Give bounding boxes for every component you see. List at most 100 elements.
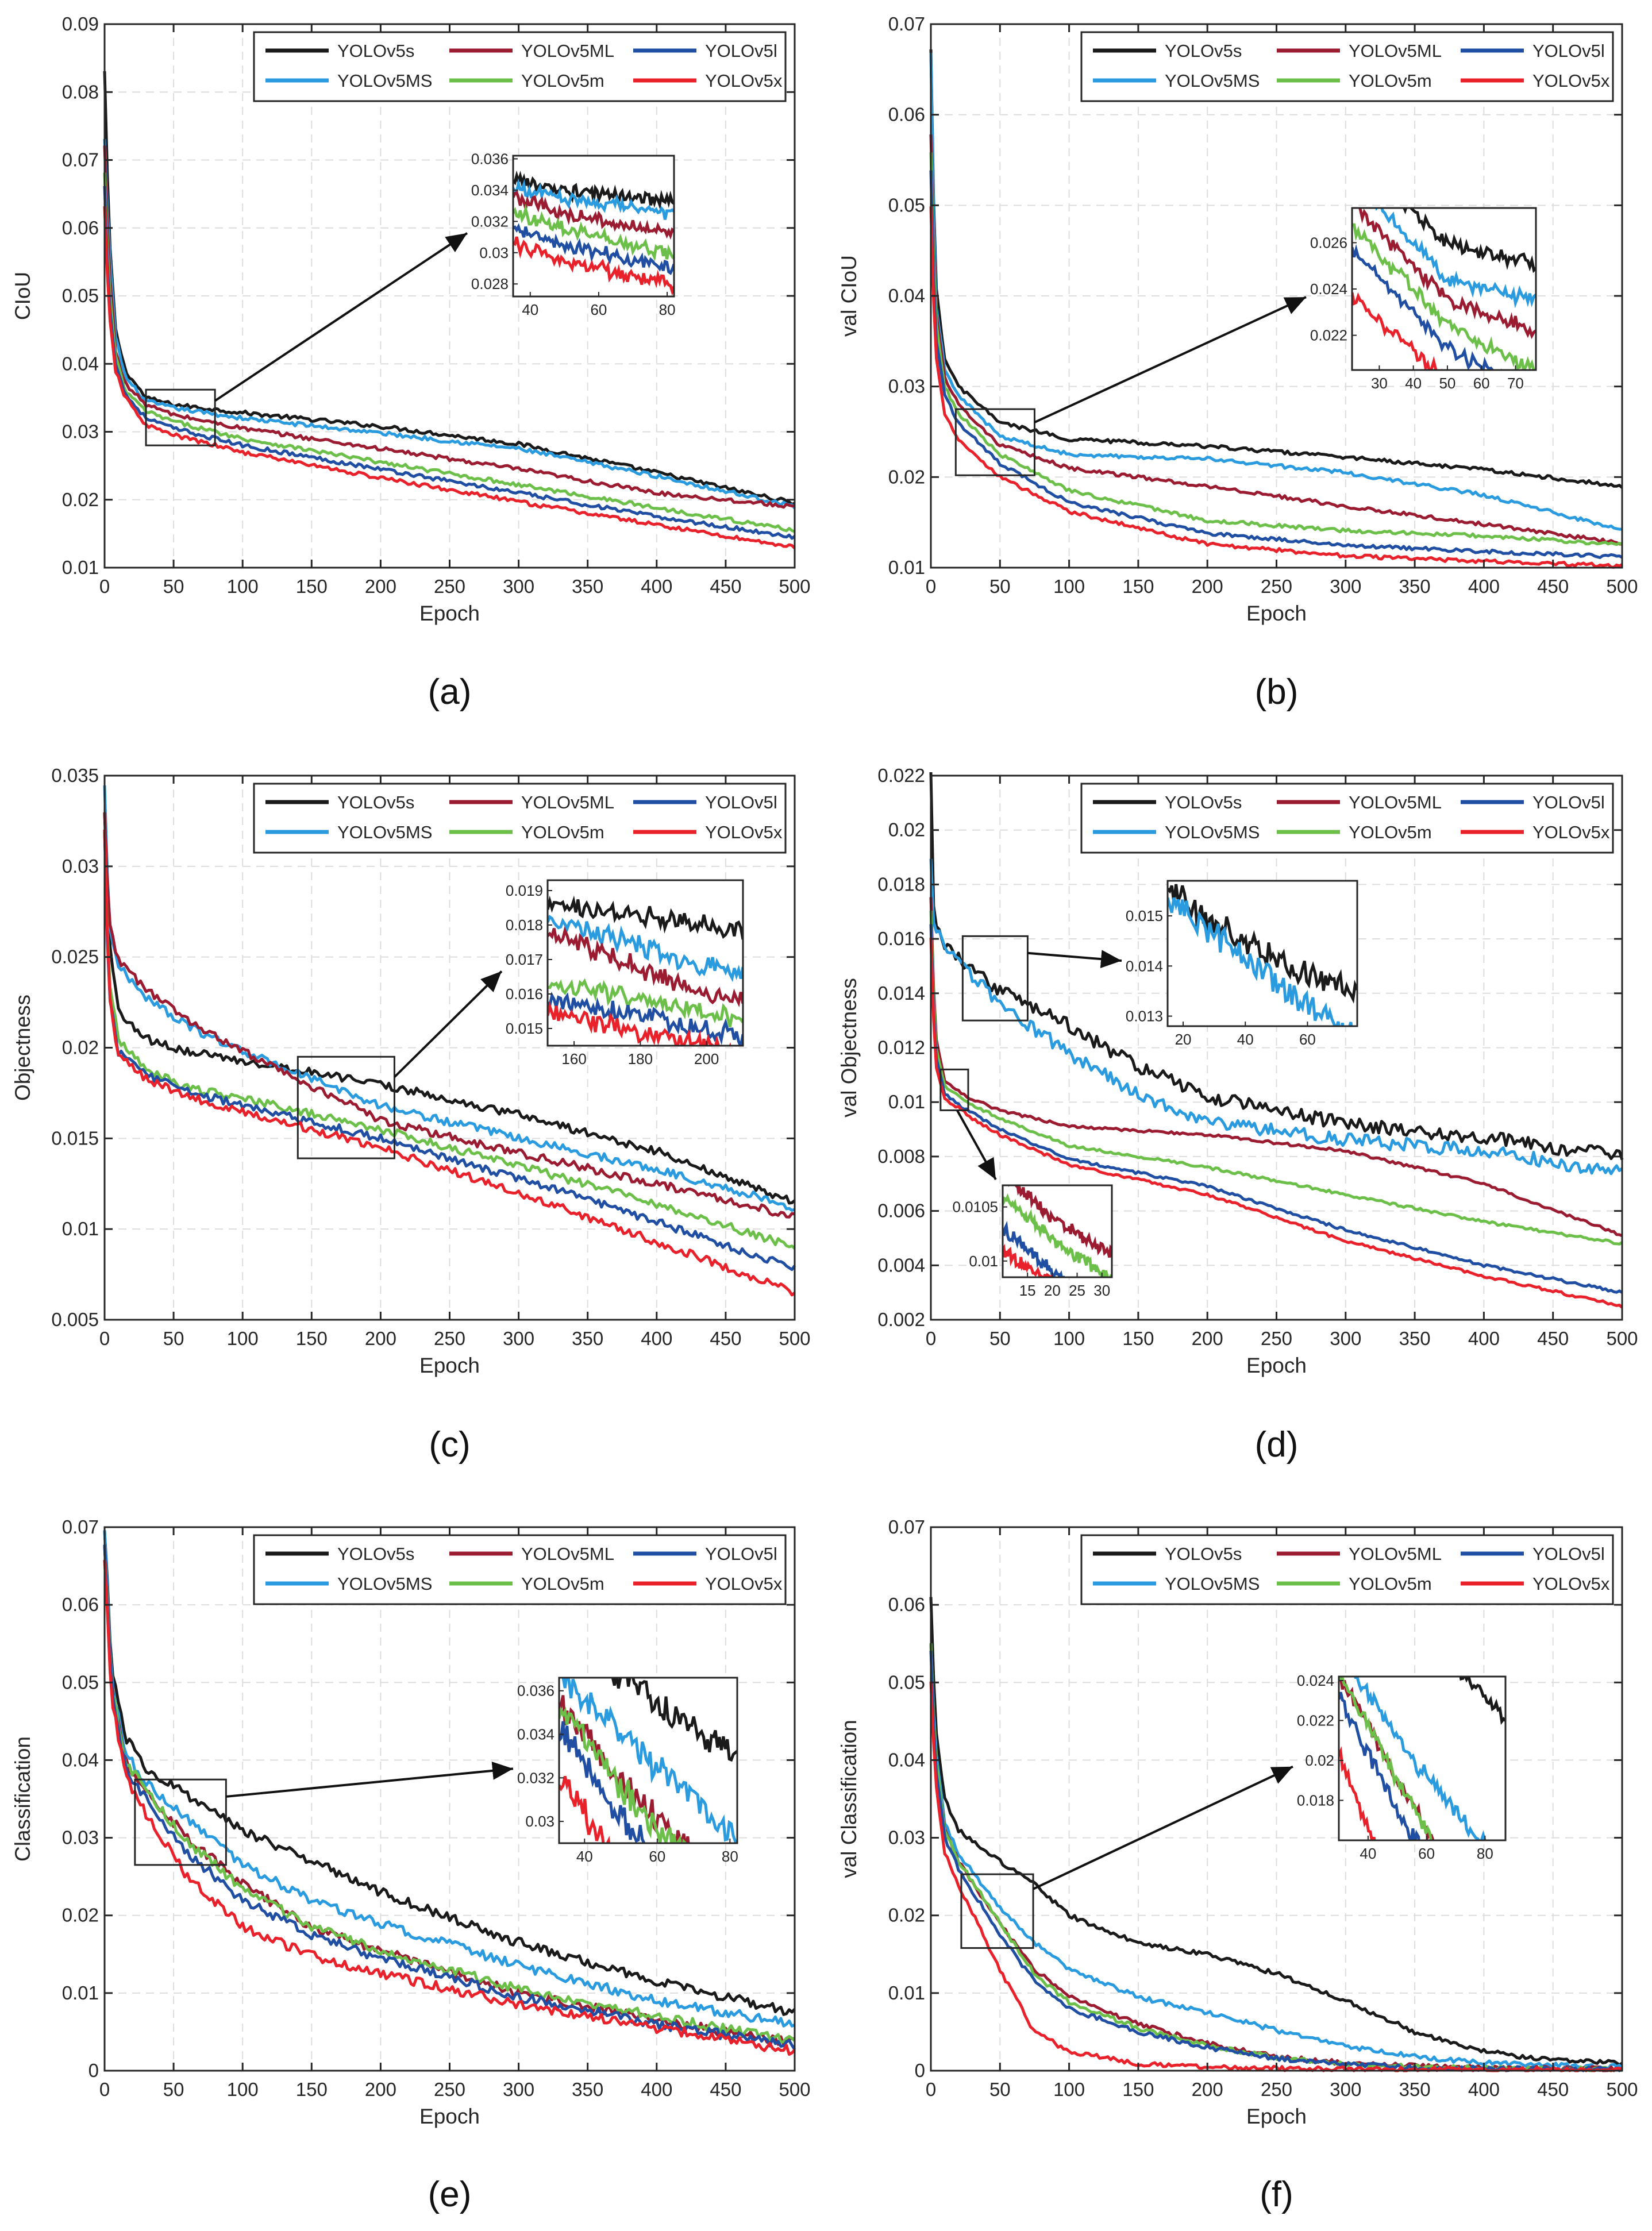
legend-label: YOLOv5m <box>1349 71 1432 91</box>
y-axis-label: val Classification <box>837 1720 861 1878</box>
legend-box <box>1080 783 1614 854</box>
x-tick-label: 450 <box>1537 576 1569 597</box>
series-line-YOLOv5MS <box>103 785 795 1212</box>
x-tick-label: 200 <box>1192 576 1223 597</box>
x-tick-label: 50 <box>163 576 184 597</box>
x-tick-label: 250 <box>1261 1328 1292 1349</box>
inset-frame <box>558 1677 738 1844</box>
x-tick-label: 250 <box>1261 576 1292 597</box>
inset-frame <box>1338 1675 1507 1841</box>
y-tick-label: 0.04 <box>62 1749 99 1770</box>
series-line-YOLOv5l <box>929 924 1623 1294</box>
y-tick-label: 0.03 <box>62 856 99 877</box>
panel-caption: (a) <box>428 672 472 712</box>
y-tick-label: 0.016 <box>877 928 925 949</box>
x-axis-label: Epoch <box>419 2105 480 2128</box>
x-tick-label: 250 <box>434 2079 465 2100</box>
series-line-YOLOv5l <box>929 170 1623 559</box>
inset-series-line-YOLOv5l <box>1003 1220 1077 1277</box>
y-tick-label: 0.02 <box>62 489 99 510</box>
x-tick-label: 450 <box>710 1328 741 1349</box>
x-tick-label: 150 <box>1122 576 1154 597</box>
x-tick-label: 400 <box>1468 2079 1500 2100</box>
legend-label: YOLOv5s <box>1165 792 1242 812</box>
x-axis-label: Epoch <box>1246 602 1307 625</box>
series-line-YOLOv5s <box>929 772 1624 1161</box>
legend-label: YOLOv5m <box>521 822 604 842</box>
inset-y-tick-label: 0.036 <box>517 1682 554 1700</box>
inset-x-tick-label: 60 <box>590 301 607 318</box>
series-line-YOLOv5x <box>103 829 796 1297</box>
inset-y-tick-label: 0.028 <box>471 275 509 292</box>
y-axis-label: Objectness <box>11 995 34 1101</box>
y-axis-label: Classification <box>11 1736 34 1862</box>
inset-y-tick-label: 0.017 <box>506 951 543 968</box>
legend: YOLOv5s YOLOv5ML YOLOv5l YOLOv5MS YOLOv5m YOL… <box>1080 783 1614 854</box>
inset-x-tick-label: 40 <box>522 301 538 318</box>
series-line-YOLOv5MS <box>929 53 1623 531</box>
series-line-YOLOv5ML <box>929 897 1623 1238</box>
legend-label: YOLOv5x <box>705 71 783 91</box>
inset-series-line-YOLOv5MS <box>1168 897 1353 1026</box>
y-tick-label: 0.025 <box>51 946 99 968</box>
y-tick-label: 0.006 <box>877 1200 925 1222</box>
inset-series-line-YOLOv5MS <box>548 914 743 982</box>
x-tick-label: 400 <box>641 576 672 597</box>
series-line-YOLOv5x <box>929 937 1623 1309</box>
inset-lines <box>559 1678 737 1843</box>
zoom-arrow <box>226 1761 514 1798</box>
legend-label: YOLOv5m <box>1349 822 1432 842</box>
legend-label: YOLOv5s <box>1165 41 1242 61</box>
x-tick-label: 500 <box>779 1328 810 1349</box>
y-tick-label: 0 <box>915 2060 925 2081</box>
inset-x-tick-label: 60 <box>1418 1845 1435 1862</box>
inset-series-line-YOLOv5x <box>559 1775 611 1843</box>
y-tick-label: 0.05 <box>888 194 925 215</box>
inset-frame <box>546 879 744 1047</box>
series-line-YOLOv5m <box>103 172 795 533</box>
inset-x-tick-label: 20 <box>1175 1031 1192 1048</box>
legend-box <box>253 31 787 102</box>
series-line-YOLOv5ML <box>103 145 795 509</box>
legend: YOLOv5s YOLOv5ML YOLOv5l YOLOv5MS YOLOv5m YOL… <box>1080 31 1614 102</box>
chart-panel-e: 0 50 100 150 200 250 300 350 400 450 500 0 0.01 0.02 0… <box>11 1516 811 2214</box>
y-tick-label: 0.03 <box>62 421 99 442</box>
y-tick-label: 0.06 <box>888 104 925 125</box>
series-line-YOLOv5s <box>929 1597 1623 2067</box>
inset-series-line-YOLOv5l <box>1352 244 1502 370</box>
x-tick-label: 450 <box>1537 2079 1569 2100</box>
inset-series-line-YOLOv5x <box>1339 1746 1376 1840</box>
inset-zoom-0: 160 180 200 0.015 0.016 0.017 0.018 0.019 <box>506 879 744 1068</box>
y-tick-label: 0.03 <box>888 376 925 397</box>
inset-x-tick-label: 60 <box>1473 375 1490 392</box>
inset-x-tick-label: 15 <box>1019 1282 1036 1299</box>
legend-label: YOLOv5l <box>1532 1544 1605 1564</box>
inset-x-tick-label: 60 <box>1299 1031 1316 1048</box>
inset-series-line-YOLOv5m <box>559 1706 687 1843</box>
inset-series-line-YOLOv5x <box>1352 292 1443 370</box>
inset-y-tick-label: 0.03 <box>525 1813 554 1830</box>
legend-label: YOLOv5m <box>521 1574 604 1594</box>
inset-y-tick-label: 0.022 <box>1297 1712 1334 1729</box>
series-line-YOLOv5s <box>103 812 796 1205</box>
inset-lines <box>513 170 674 296</box>
inset-x-tick-label: 80 <box>659 301 676 318</box>
legend-label: YOLOv5l <box>1532 792 1605 812</box>
legend-label: YOLOv5MS <box>337 822 432 842</box>
panel-caption: (f) <box>1260 2175 1293 2214</box>
x-tick-label: 50 <box>989 1328 1011 1349</box>
y-tick-label: 0.01 <box>888 557 925 578</box>
panel-caption: (c) <box>429 1425 470 1465</box>
legend-label: YOLOv5MS <box>1165 1574 1260 1594</box>
inset-x-tick-label: 180 <box>628 1050 653 1068</box>
inset-series-line-YOLOv5l <box>1339 1691 1420 1840</box>
x-tick-label: 100 <box>227 576 259 597</box>
inset-background <box>1339 1677 1505 1840</box>
y-tick-label: 0.035 <box>51 765 99 786</box>
x-tick-label: 0 <box>926 2079 936 2100</box>
y-tick-label: 0.018 <box>877 873 925 895</box>
x-tick-label: 0 <box>926 576 936 597</box>
y-tick-label: 0.06 <box>62 1594 99 1615</box>
y-tick-label: 0.03 <box>888 1827 925 1848</box>
y-tick-label: 0.05 <box>888 1671 925 1693</box>
